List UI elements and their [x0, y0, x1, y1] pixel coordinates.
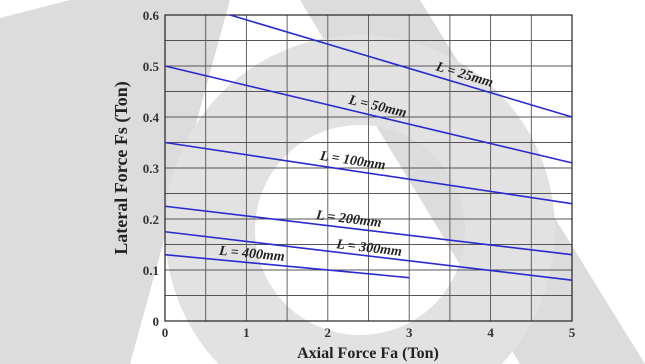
y-axis-title: Lateral Force Fs (Ton): [111, 81, 132, 254]
series-line: [164, 141, 573, 205]
series-line: [164, 65, 573, 164]
series-line: [164, 230, 573, 281]
x-tick-labels: 0 1 2 3 4 5: [162, 325, 576, 340]
x-tick-label: 4: [487, 325, 494, 340]
x-axis-title: Axial Force Fa (Ton): [297, 345, 439, 362]
series-label: L = 400mm: [217, 244, 285, 265]
y-tick-label: 0.6: [143, 8, 160, 23]
y-tick-label: 0.4: [143, 110, 160, 125]
series-line: [229, 14, 573, 118]
y-tick-label: 0.2: [143, 212, 159, 227]
y-tick-label: 0: [153, 314, 160, 329]
series-lines: [164, 14, 573, 281]
x-tick-label: 5: [569, 325, 576, 340]
y-tick-label: 0.5: [143, 59, 160, 74]
x-tick-label: 0: [162, 325, 169, 340]
x-tick-label: 1: [243, 325, 250, 340]
y-tick-label: 0.1: [143, 263, 159, 278]
x-tick-label: 2: [325, 325, 332, 340]
plot-frame: [164, 14, 573, 322]
series-line: [164, 253, 410, 279]
x-tick-label: 3: [406, 325, 413, 340]
series-label: L = 100mm: [318, 149, 386, 174]
y-tick-labels: 0 0.1 0.2 0.3 0.4 0.5 0.6: [143, 8, 160, 329]
series-line: [164, 205, 573, 256]
y-tick-label: 0.3: [143, 161, 160, 176]
